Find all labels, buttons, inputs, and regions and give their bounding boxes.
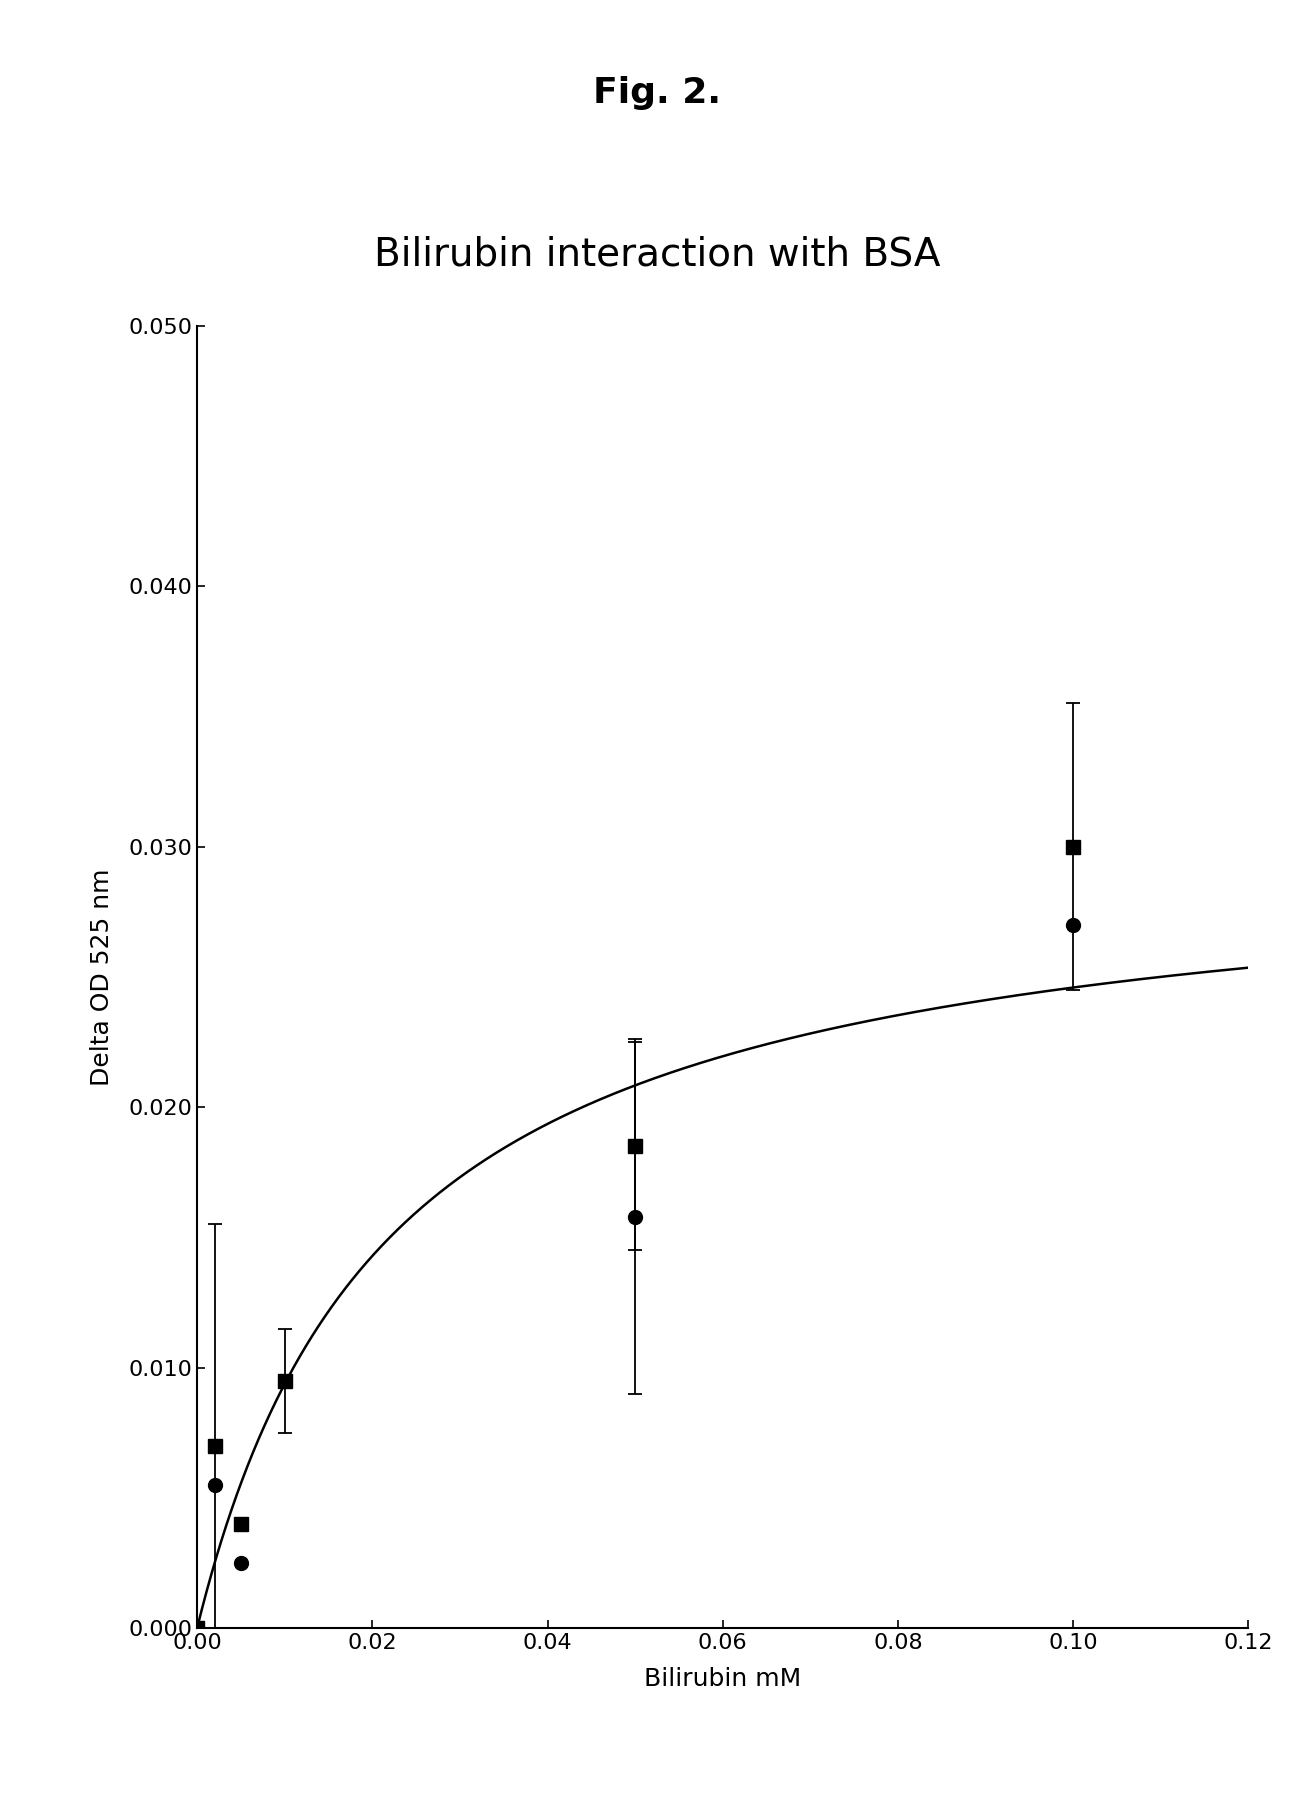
X-axis label: Bilirubin mM: Bilirubin mM <box>644 1666 802 1691</box>
Text: Bilirubin interaction with BSA: Bilirubin interaction with BSA <box>373 235 941 273</box>
Text: Fig. 2.: Fig. 2. <box>593 76 721 110</box>
Y-axis label: Delta OD 525 nm: Delta OD 525 nm <box>91 868 114 1085</box>
